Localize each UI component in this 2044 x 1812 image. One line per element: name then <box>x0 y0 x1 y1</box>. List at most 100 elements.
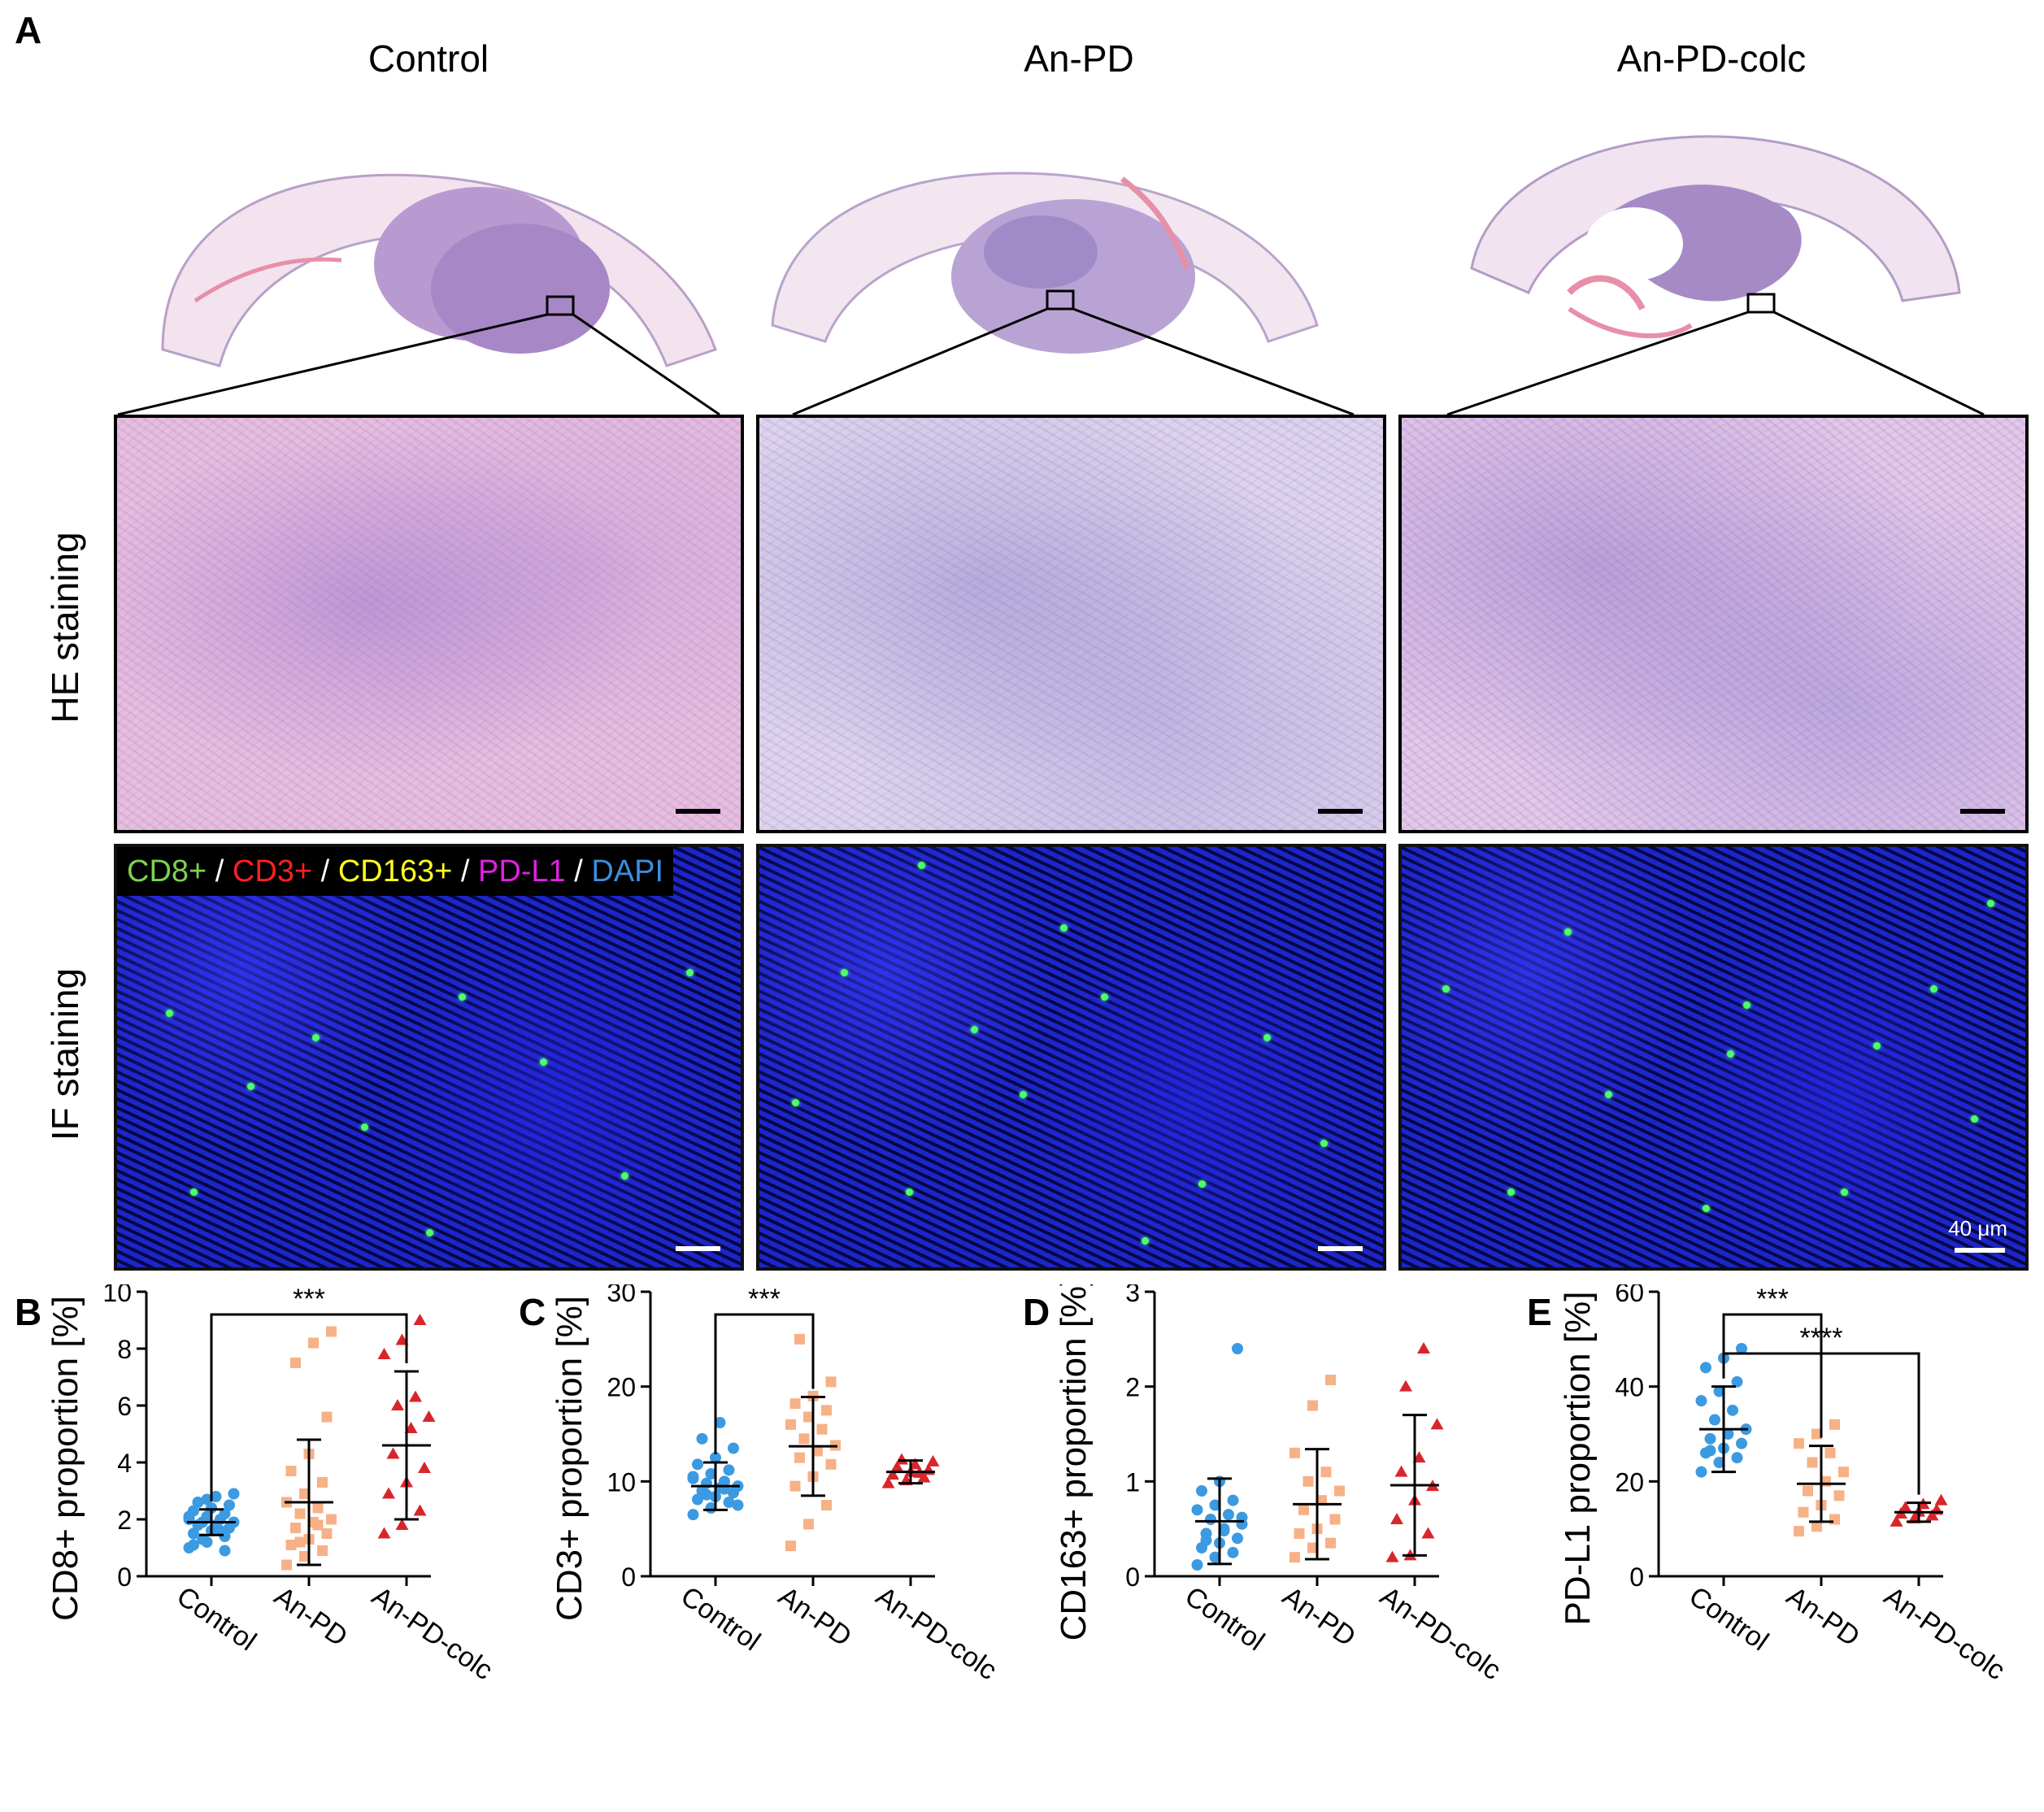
data-point <box>285 1540 297 1550</box>
data-point <box>422 1410 436 1422</box>
data-point <box>1430 1418 1444 1430</box>
y-tick-label: 0 <box>117 1562 132 1592</box>
data-point <box>197 1533 208 1545</box>
data-point <box>1727 1404 1738 1416</box>
y-tick-label: 10 <box>607 1467 636 1497</box>
data-point <box>794 1452 805 1463</box>
if-legend: CD8+ / CD3+ / CD163+ / PD-L1 / DAPI <box>117 847 674 896</box>
y-tick-label: 3 <box>1125 1284 1140 1307</box>
data-point <box>728 1442 739 1454</box>
x-tick-label: An-PD <box>268 1580 353 1653</box>
panel-letter: C <box>519 1291 546 1333</box>
data-point <box>803 1411 814 1423</box>
y-axis-label: PD-L1 proportion [%] <box>1558 1292 1598 1626</box>
x-tick-label: Control <box>1179 1580 1270 1657</box>
y-tick-label: 30 <box>607 1284 636 1307</box>
data-point <box>895 1453 908 1465</box>
data-point <box>377 1527 391 1539</box>
data-point <box>321 1411 333 1423</box>
zoom-line <box>572 313 720 416</box>
if-image-anpdcolc: 40 μm <box>1398 844 2029 1271</box>
data-point <box>1394 1465 1408 1477</box>
data-point <box>785 1540 796 1552</box>
scale-bar <box>1960 809 2005 814</box>
data-point <box>201 1510 213 1523</box>
data-point <box>228 1488 240 1500</box>
data-point <box>803 1519 814 1530</box>
data-point <box>299 1551 310 1562</box>
data-point <box>1829 1419 1840 1430</box>
x-tick-label: Control <box>1683 1580 1774 1657</box>
y-axis-label: CD3+ proportion [%] <box>550 1296 589 1621</box>
legend-pdl1: PD-L1 <box>477 854 566 889</box>
scale-bar <box>1318 1246 1363 1251</box>
data-point <box>418 1462 431 1473</box>
y-tick-label: 2 <box>117 1506 132 1535</box>
chart-d: D CD163+ proportion [%] 0 1 2 3 Control An-PD An… <box>1023 1284 1507 1686</box>
data-point <box>825 1376 837 1388</box>
data-point <box>1303 1475 1314 1487</box>
significance-label: **** <box>1800 1323 1843 1354</box>
data-point <box>1925 1509 1939 1521</box>
data-point <box>285 1466 297 1476</box>
data-point <box>789 1480 801 1492</box>
data-point <box>1722 1428 1734 1440</box>
legend-cd163: CD163+ <box>337 854 453 889</box>
data-point <box>1704 1445 1716 1457</box>
zoom-line <box>1072 307 1355 416</box>
data-point <box>1713 1385 1725 1397</box>
column-title-anpdcolc: An-PD-colc <box>1616 37 1807 80</box>
x-tick-label: An-PD <box>1781 1580 1865 1653</box>
data-point <box>215 1525 226 1536</box>
data-point <box>219 1545 231 1557</box>
data-point <box>812 1445 823 1457</box>
significance-bracket <box>1722 1352 1920 1495</box>
data-point <box>1325 1375 1336 1385</box>
zoom-line <box>792 307 1048 416</box>
data-point <box>1890 1514 1903 1527</box>
zoom-line <box>117 313 548 416</box>
data-point <box>785 1419 796 1430</box>
data-point <box>1227 1494 1239 1506</box>
panel-a-letter: A <box>15 9 42 51</box>
data-point <box>1934 1493 1948 1506</box>
data-point <box>1227 1546 1239 1558</box>
x-tick-label: An-PD-colc <box>1878 1580 2011 1686</box>
data-point <box>1829 1514 1840 1525</box>
zoom-box-anpdcolc <box>1746 293 1776 314</box>
panel-letter: E <box>1527 1291 1552 1333</box>
data-point <box>224 1499 235 1511</box>
data-point <box>395 1519 409 1530</box>
data-point <box>382 1487 395 1499</box>
zoom-line <box>1773 311 1985 416</box>
data-point <box>1307 1400 1318 1411</box>
data-point <box>1709 1414 1720 1426</box>
data-point <box>1731 1452 1743 1464</box>
y-tick-label: 8 <box>117 1335 132 1364</box>
data-point <box>696 1432 708 1445</box>
data-point <box>732 1499 744 1511</box>
data-point <box>391 1399 404 1410</box>
scale-bar-label: 40 μm <box>1948 1216 2007 1241</box>
data-point <box>1298 1504 1309 1515</box>
data-point <box>326 1514 337 1525</box>
data-point <box>1838 1467 1849 1478</box>
data-point <box>1289 1447 1300 1458</box>
legend-cd3: CD3+ <box>232 854 313 889</box>
data-point <box>321 1528 333 1539</box>
data-point <box>723 1497 735 1508</box>
y-tick-label: 0 <box>1125 1562 1140 1592</box>
x-tick-label: Control <box>675 1580 766 1657</box>
data-point <box>409 1390 422 1402</box>
data-point <box>1833 1490 1845 1501</box>
data-point <box>789 1398 801 1410</box>
data-point <box>1294 1528 1305 1539</box>
x-tick-label: An-PD <box>1276 1580 1361 1653</box>
significance-label: *** <box>1756 1284 1789 1314</box>
significance-bracket <box>714 1313 815 1454</box>
data-point <box>1329 1514 1341 1525</box>
x-tick-label: An-PD-colc <box>1374 1580 1507 1686</box>
x-tick-label: An-PD-colc <box>366 1580 498 1686</box>
